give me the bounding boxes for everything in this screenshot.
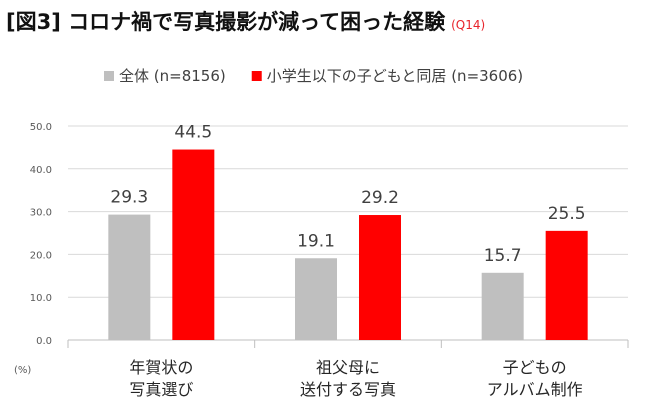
x-category-label-2-1: アルバム制作 xyxy=(487,380,583,399)
x-category-label-0-0: 年賀状の xyxy=(129,358,193,377)
data-label-s0-c0: 29.3 xyxy=(110,188,148,208)
bar-s0-c1 xyxy=(295,258,337,340)
y-tick-label-3: 30.0 xyxy=(30,208,52,219)
bar-s0-c2 xyxy=(481,272,524,340)
data-label-s1-c1: 29.2 xyxy=(361,188,399,208)
data-label-s0-c1: 19.1 xyxy=(297,231,335,251)
legend-swatch-1 xyxy=(251,71,262,81)
legend-swatch-0 xyxy=(104,71,114,81)
bar-s0-c0 xyxy=(108,214,151,340)
y-tick-label-0: 0.0 xyxy=(36,336,52,347)
y-tick-label-4: 40.0 xyxy=(30,165,52,176)
bar-s1-c2 xyxy=(545,230,588,340)
chart-subtitle: (Q14) xyxy=(451,18,486,32)
y-tick-label-1: 10.0 xyxy=(30,293,52,304)
chart-title: [図3] コロナ禍で写真撮影が減って困った経験 (Q14) xyxy=(6,6,485,36)
chart-title-main: [図3] コロナ禍で写真撮影が減って困った経験 xyxy=(6,10,446,34)
x-category-label-1-1: 送付する写真 xyxy=(300,380,396,399)
y-tick-label-2: 20.0 xyxy=(30,250,52,261)
data-label-s1-c2: 25.5 xyxy=(548,204,586,224)
legend-label-1: 小学生以下の子どもと同居 (n=3606) xyxy=(267,67,523,85)
bar-s1-c0 xyxy=(172,149,215,340)
data-label-s1-c0: 44.5 xyxy=(174,123,212,143)
legend-label-0: 全体 (n=8156) xyxy=(119,67,226,85)
data-label-s0-c2: 15.7 xyxy=(484,246,522,266)
bar-s1-c1 xyxy=(359,215,401,340)
x-category-label-0-1: 写真選び xyxy=(129,380,193,399)
y-tick-label-5: 50.0 xyxy=(30,122,52,133)
y-axis-unit: (%) xyxy=(14,365,31,376)
x-category-label-1-0: 祖父母に xyxy=(316,358,380,377)
x-category-label-2-0: 子どもの xyxy=(503,358,567,377)
